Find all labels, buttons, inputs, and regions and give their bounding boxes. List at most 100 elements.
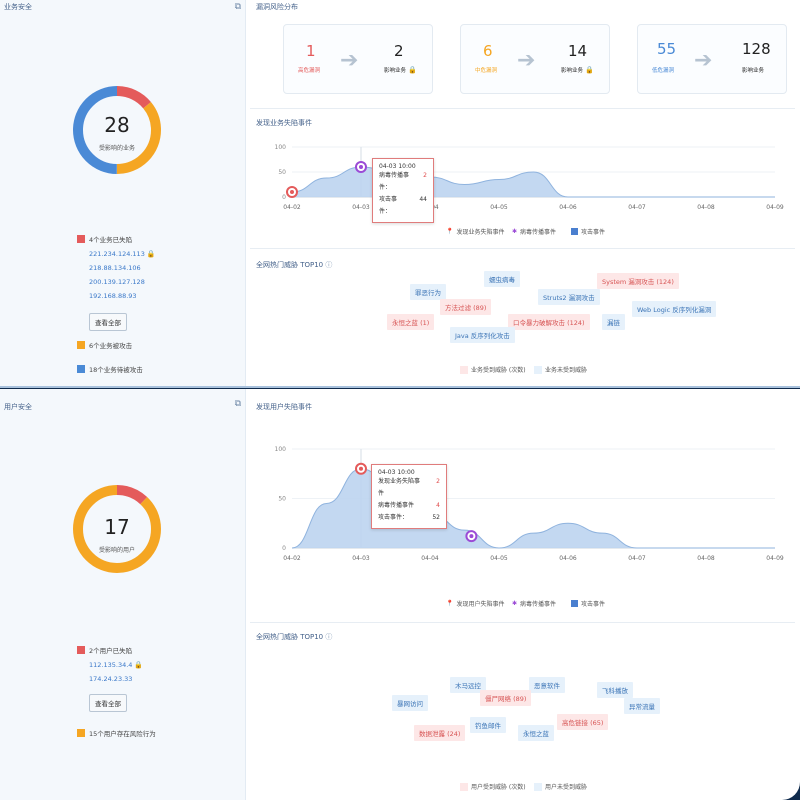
ip-link[interactable]: 221.234.124.113 🔒	[89, 250, 156, 258]
ip-link[interactable]: 218.88.134.106	[89, 264, 141, 272]
x-tick-label: 04-08	[697, 204, 715, 211]
legend-swatch	[534, 365, 542, 374]
view-all-button[interactable]: 查看全部	[89, 313, 127, 331]
medium-risk-card[interactable]: 6 中危漏洞 ➔ 14 影响业务 🔒	[460, 24, 610, 94]
threat-tag[interactable]: 永恒之蓝 (1)	[387, 314, 435, 330]
x-tick-label: 04-06	[559, 555, 577, 562]
legend-swatch	[571, 600, 578, 607]
x-tick-label: 04-07	[628, 204, 646, 211]
y-tick-label: 100	[275, 144, 287, 151]
user-total-count: 17	[104, 515, 130, 539]
threat-tag[interactable]: 暴网访问	[392, 695, 428, 711]
high-risk-count: 1	[306, 42, 316, 60]
business-security-panel: 业务安全 ⧉ 28 受影响的业务 4个业务已失陷 221.234.124.113…	[0, 0, 800, 388]
medium-risk-label: 中危漏洞	[475, 68, 498, 74]
risk-distribution-title: 漏洞风险分布	[256, 3, 298, 11]
y-tick-label: 0	[282, 194, 286, 201]
expand-icon[interactable]: ⧉	[234, 2, 241, 12]
low-risk-card[interactable]: 55 低危漏洞 ➔ 128 影响业务	[637, 24, 787, 94]
threat-tag[interactable]: 高危链接 (65)	[557, 714, 609, 730]
threat-tag[interactable]: 恶意软件	[529, 677, 565, 693]
business-summary-column: 业务安全 ⧉ 28 受影响的业务 4个业务已失陷 221.234.124.113…	[0, 0, 246, 386]
tooltip-row: 攻击事件： 44	[379, 196, 427, 215]
x-tick-label: 04-03	[352, 204, 370, 211]
chart-tooltip: 04-03 10:00 发现业务失陷事件 2 病毒传播事件 4 攻击事件： 52	[371, 464, 447, 529]
area-series-attack	[292, 468, 775, 548]
threat-tag[interactable]: 方法过滤 (89)	[440, 299, 492, 315]
location-pin-icon: 📍	[446, 228, 454, 235]
section-divider	[250, 248, 795, 249]
medium-risk-count: 6	[483, 42, 493, 60]
donut-segment	[73, 86, 161, 174]
high-risk-card[interactable]: 1 高危漏洞 ➔ 2 影响业务 🔒	[283, 24, 433, 94]
threat-tag[interactable]: 罪恶行为	[410, 284, 446, 300]
user-threat-title: 全网热门威胁 TOP10 ⓘ	[256, 633, 333, 641]
virus-icon: ✱	[512, 600, 518, 607]
user-security-panel: 用户安全 ⧉ 17 受影响的用户 2个用户已失陷 112.135.34.4 🔒 1…	[0, 389, 800, 800]
x-tick-label: 04-02	[283, 204, 301, 211]
chart-legend-attack[interactable]: 攻击事件	[571, 227, 605, 236]
marker-dot	[290, 190, 294, 194]
user-event-chart: 0 50 100 04-02 04-03 04-04 04-05 04-06 04-07 04-0…	[275, 446, 784, 562]
affected-count: 2	[394, 42, 404, 60]
threat-tag[interactable]: 飞科播放	[597, 682, 633, 698]
info-icon: ⓘ	[325, 633, 333, 641]
tooltip-row: 病毒传播事件 4	[378, 502, 440, 509]
marker-dot	[469, 534, 474, 539]
legend-label: 6个业务被攻击	[89, 342, 133, 350]
chart-legend-attack[interactable]: 攻击事件	[571, 599, 605, 608]
donut-segment	[73, 485, 161, 573]
threat-tag[interactable]: 蠕虫病毒	[484, 271, 520, 287]
legend-label: 15个用户存在风险行为	[89, 730, 156, 738]
chart-tooltip: 04-03 10:00 病毒传播事件： 2 攻击事件： 44	[372, 158, 434, 223]
legend-swatch	[460, 782, 468, 791]
ip-link[interactable]: 112.135.34.4 🔒	[89, 661, 144, 669]
legend-compromised: 4个业务已失陷	[77, 234, 132, 244]
chart-legend-virus[interactable]: ✱ 病毒传播事件	[512, 228, 557, 236]
section-divider	[250, 108, 795, 109]
threat-tag[interactable]: 僵尸网络 (89)	[480, 690, 532, 706]
threat-tag[interactable]: 漏链	[602, 314, 625, 330]
section-divider	[250, 622, 795, 623]
view-all-button[interactable]: 查看全部	[89, 694, 127, 712]
lock-icon: 🔒	[146, 250, 156, 258]
legend-label: 4个业务已失陷	[89, 236, 133, 244]
chart-legend-compromise[interactable]: 📍 发现用户失陷事件	[446, 600, 505, 608]
threat-tag[interactable]: 异常流量	[624, 698, 660, 714]
threat-tag[interactable]: 口令暴力破解攻击 (124)	[508, 314, 590, 330]
legend-swatch	[77, 729, 85, 737]
ip-link[interactable]: 200.139.127.128	[89, 278, 145, 286]
x-tick-label: 04-02	[283, 555, 301, 562]
x-tick-label: 04-05	[490, 204, 508, 211]
x-tick-label: 04-06	[559, 204, 577, 211]
expand-icon[interactable]: ⧉	[234, 399, 241, 409]
threat-tag[interactable]: Struts2 漏洞攻击	[538, 289, 600, 305]
legend-pending: 18个业务待被攻击	[77, 364, 143, 374]
threat-tag[interactable]: Web Logic 反序列化漏洞	[632, 301, 717, 317]
x-tick-label: 04-04	[421, 555, 439, 562]
legend-swatch	[571, 228, 578, 235]
ip-link[interactable]: 192.168.88.93	[89, 292, 137, 300]
threat-tag[interactable]: 数据泄露 (24)	[414, 725, 466, 741]
chart-legend-compromise[interactable]: 📍 发现业务失陷事件	[446, 228, 505, 236]
legend-swatch	[77, 646, 85, 654]
threat-tag[interactable]: 永恒之蓝	[518, 725, 554, 741]
x-tick-label: 04-09	[766, 555, 784, 562]
tooltip-row: 病毒传播事件： 2	[379, 172, 427, 191]
y-tick-label: 50	[278, 169, 286, 176]
user-security-title: 用户安全	[4, 403, 32, 411]
low-risk-count: 55	[657, 40, 677, 58]
threat-tag[interactable]: Java 反序列化攻击	[450, 327, 515, 343]
ip-link[interactable]: 174.24.23.33	[89, 675, 133, 683]
legend-risky-behavior: 15个用户存在风险行为	[77, 728, 156, 738]
threat-tag[interactable]: 木马远控	[450, 677, 486, 693]
threat-tag[interactable]: 钓鱼邮件	[470, 717, 506, 733]
legend-label: 18个业务待被攻击	[89, 366, 143, 374]
user-chart-title: 发现用户失陷事件	[256, 403, 312, 411]
affected-count: 128	[742, 40, 771, 58]
user-donut: 17 受影响的用户	[70, 454, 164, 604]
tooltip-time: 04-03 10:00	[378, 469, 415, 476]
high-risk-label: 高危漏洞	[298, 68, 321, 74]
chart-legend-virus[interactable]: ✱ 病毒传播事件	[512, 600, 557, 608]
threat-tag[interactable]: System 漏洞攻击 (124)	[597, 273, 679, 289]
